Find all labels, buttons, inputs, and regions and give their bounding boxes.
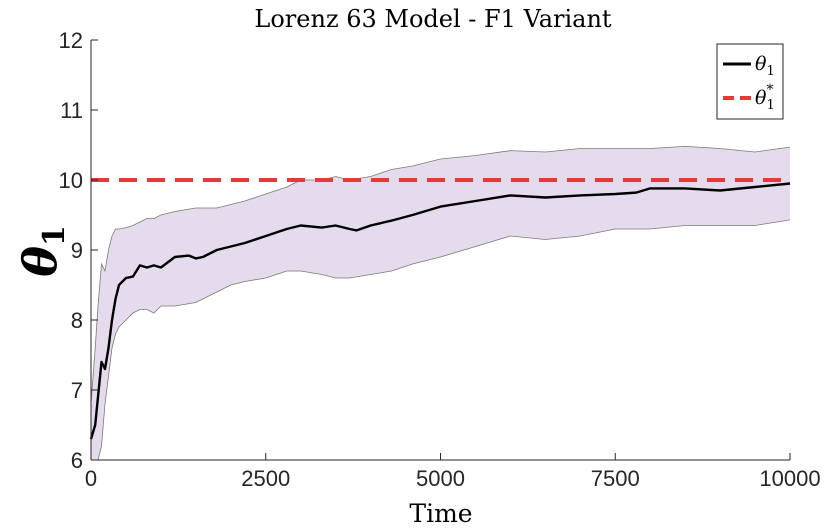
legend-box [716, 43, 784, 120]
y-tick-label: 6 [71, 448, 83, 473]
y-tick-label: 11 [60, 98, 83, 123]
y-tick-label: 12 [59, 28, 83, 53]
band-upper-edge [90, 145, 791, 405]
series-theta1-line [89, 182, 791, 440]
y-ticks: 6 7 8 9 10 11 12 [59, 28, 98, 473]
y-tick-label: 8 [71, 308, 83, 333]
y-tick-label: 9 [71, 238, 83, 263]
y-axis-label: θ1 [13, 225, 72, 277]
legend: θ1 θ* 1 [716, 43, 784, 120]
x-tick-label: 7500 [591, 466, 640, 491]
y-tick-label: 7 [71, 378, 83, 403]
x-tick-label: 5000 [416, 466, 465, 491]
band-lower-edge [91, 219, 791, 461]
svg-text:θ1: θ1 [13, 225, 72, 277]
x-tick-label: 0 [85, 466, 97, 491]
y-axis-label-subscript: 1 [37, 225, 72, 246]
x-ticks: 0 2500 5000 7500 10000 [85, 453, 821, 491]
chart-title: Lorenz 63 Model - F1 Variant [254, 5, 611, 33]
y-axis-label-main: θ [13, 246, 67, 277]
series-group [89, 178, 791, 440]
x-tick-label: 2500 [241, 466, 290, 491]
legend-label-theta1: θ1 [755, 53, 775, 79]
x-axis-label: Time [409, 499, 472, 528]
uncertainty-band [91, 146, 790, 460]
y-tick-label: 10 [59, 168, 83, 193]
x-tick-label: 10000 [759, 466, 820, 491]
legend-label-theta1-star: θ* 1 [755, 82, 775, 113]
